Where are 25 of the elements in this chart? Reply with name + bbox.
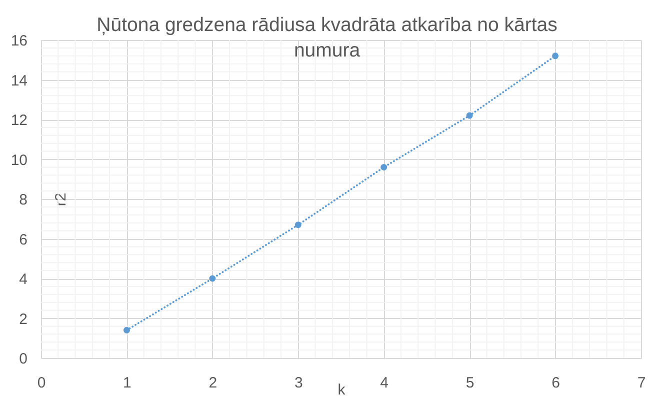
- x-tick-label: 4: [380, 374, 389, 392]
- point: [380, 164, 388, 170]
- y-tick-label: 12: [10, 112, 28, 129]
- x-tick-label: 1: [123, 374, 132, 392]
- x-tick-label: 5: [466, 374, 474, 392]
- y-tick-label: 16: [10, 32, 28, 50]
- x-tick-label: 7: [637, 374, 646, 392]
- y-tick-label: 6: [19, 231, 28, 248]
- x-tick-label: 0: [37, 374, 46, 392]
- y-tick-label: 8: [19, 192, 28, 208]
- y-tick-label: 10: [10, 152, 28, 169]
- point: [209, 275, 216, 282]
- y-tick-label: 0: [19, 350, 28, 368]
- x-tick-label: 3: [294, 374, 303, 392]
- point: [466, 112, 473, 119]
- y-tick-label: 4: [19, 271, 28, 288]
- y-tick-label: 2: [19, 310, 28, 328]
- point: [552, 52, 559, 60]
- x-tick-label: 6: [552, 374, 560, 392]
- point: [123, 326, 130, 334]
- x-tick-label: 2: [208, 374, 218, 392]
- chart-title: Ņūtona gredzena rādiusa kvadrāta atkarība no kārtas numura: [96, 14, 558, 62]
- point: [294, 222, 302, 228]
- y-tick-label: 14: [10, 72, 28, 90]
- x-axis-title: k: [338, 382, 346, 398]
